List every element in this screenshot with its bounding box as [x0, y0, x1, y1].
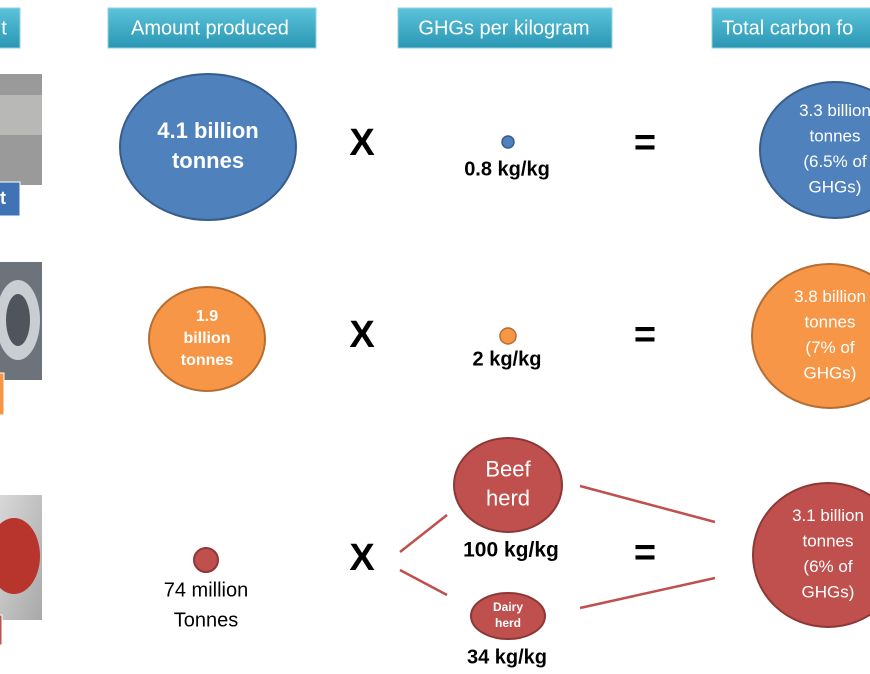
total-text: GHGs) [804, 364, 857, 383]
total-text: tonnes [804, 313, 855, 332]
amount-text: 4.1 billion [157, 118, 258, 143]
header-box [711, 7, 870, 49]
connector [579, 484, 716, 524]
ghg-text: 100 kg/kg [463, 539, 559, 562]
header-box [0, 7, 21, 49]
connector [399, 514, 448, 553]
amount-text: 1.9 [196, 308, 218, 325]
total-text: 3.3 billion [799, 101, 870, 120]
total-circle [751, 263, 870, 409]
amount-circle [148, 286, 266, 392]
total-text: (7% of [805, 338, 854, 357]
header-box [397, 7, 613, 49]
total-text: (6% of [803, 557, 852, 576]
total-text: GHGs) [802, 583, 855, 602]
connector [579, 576, 716, 610]
beef-name: Beef [485, 456, 531, 481]
times-sign: X [349, 314, 375, 356]
amount-text: billion [183, 330, 230, 347]
times-sign: X [349, 122, 375, 164]
row-label-box [0, 614, 3, 646]
row-label-box [0, 181, 21, 217]
dairy-circle [470, 592, 546, 640]
total-text: tonnes [802, 532, 853, 551]
total-circle [759, 81, 870, 219]
total-circle [752, 482, 870, 628]
header-text: t [1, 17, 7, 39]
dairy-name: Dairy [493, 600, 523, 614]
amount-text: tonnes [172, 148, 244, 173]
total-text: 3.8 billion [794, 287, 866, 306]
amount-text: 74 million [164, 579, 248, 601]
header-text: GHGs per kilogram [418, 17, 589, 39]
equals-sign: = [634, 314, 656, 356]
connector [399, 568, 448, 597]
amount-text: Tonnes [174, 609, 239, 631]
steel-pipe-inner [6, 294, 30, 346]
total-text: (6.5% of [803, 152, 867, 171]
ghg-text: 0.8 kg/kg [464, 158, 550, 180]
total-text: 3.1 billion [792, 506, 864, 525]
ghg-text: 2 kg/kg [473, 348, 542, 370]
total-text: tonnes [809, 127, 860, 146]
beef-circle [453, 437, 563, 533]
row-label: t [0, 188, 6, 208]
amount-circle [193, 547, 219, 573]
times-sign: X [349, 537, 375, 579]
ghg-text: 34 kg/kg [467, 646, 547, 668]
ghg-dot [499, 327, 517, 345]
amount-circle [119, 73, 297, 221]
ghg-dot [501, 135, 515, 149]
dairy-name: herd [495, 616, 521, 630]
header-box [107, 7, 317, 49]
header-text: Total carbon fo [722, 17, 853, 39]
cement-photo-detail [0, 95, 42, 135]
equals-sign: = [634, 122, 656, 164]
equals-sign: = [634, 532, 656, 574]
amount-text: tonnes [181, 352, 234, 369]
beef-name: herd [486, 485, 530, 510]
row-label-box [0, 372, 5, 416]
meat [0, 518, 40, 594]
header-text: Amount produced [131, 17, 289, 39]
total-text: GHGs) [809, 178, 862, 197]
